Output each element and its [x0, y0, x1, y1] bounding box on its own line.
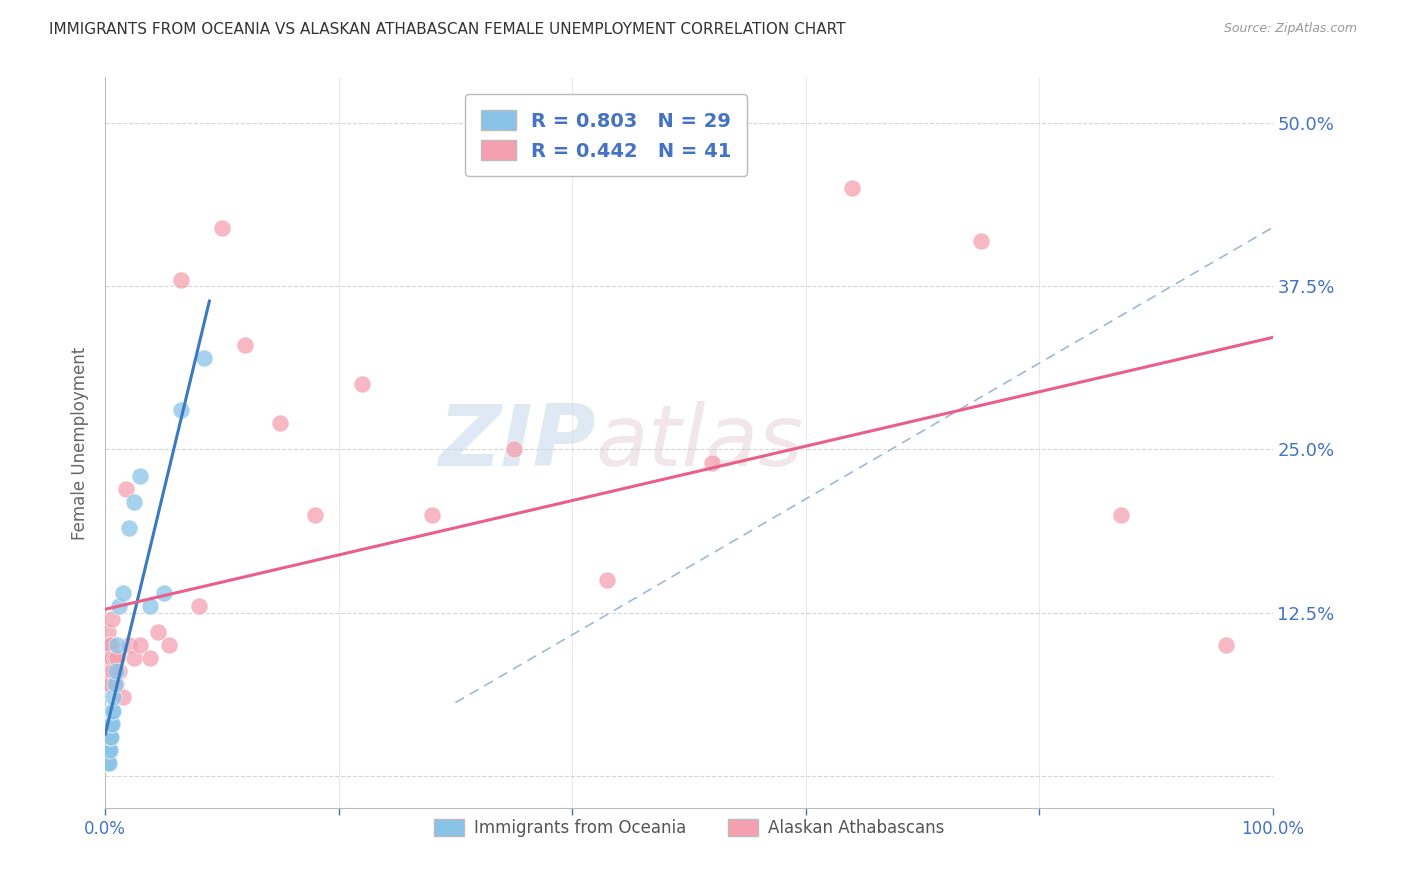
Point: [138, 599, 160, 613]
Point: [101, 704, 124, 718]
Point: [187, 599, 209, 613]
Point: [111, 690, 134, 705]
Text: atlas: atlas: [596, 401, 803, 484]
Point: [138, 651, 160, 665]
Point: [970, 234, 993, 248]
Legend: Immigrants from Oceania, Alaskan Athabascans: Immigrants from Oceania, Alaskan Athabas…: [427, 813, 950, 844]
Point: [103, 677, 125, 691]
Point: [96, 638, 118, 652]
Point: [101, 716, 124, 731]
Point: [129, 468, 152, 483]
Point: [96, 665, 118, 679]
Point: [97, 665, 120, 679]
Point: [101, 612, 124, 626]
Point: [157, 638, 180, 652]
Point: [98, 677, 121, 691]
Point: [1109, 508, 1132, 522]
Point: [193, 351, 215, 365]
Point: [98, 730, 121, 744]
Point: [152, 586, 174, 600]
Point: [350, 377, 373, 392]
Point: [100, 665, 122, 679]
Point: [502, 442, 524, 457]
Point: [103, 704, 125, 718]
Point: [98, 651, 121, 665]
Point: [98, 716, 121, 731]
Point: [97, 638, 120, 652]
Point: [269, 417, 291, 431]
Point: [702, 456, 724, 470]
Point: [111, 586, 134, 600]
Point: [97, 742, 120, 756]
Point: [96, 756, 118, 770]
Y-axis label: Female Unemployment: Female Unemployment: [72, 346, 89, 540]
Point: [100, 638, 122, 652]
Point: [124, 651, 146, 665]
Point: [108, 599, 131, 613]
Point: [841, 181, 863, 195]
Point: [117, 638, 139, 652]
Text: IMMIGRANTS FROM OCEANIA VS ALASKAN ATHABASCAN FEMALE UNEMPLOYMENT CORRELATION CH: IMMIGRANTS FROM OCEANIA VS ALASKAN ATHAB…: [49, 22, 846, 37]
Point: [104, 677, 127, 691]
Point: [129, 638, 152, 652]
Point: [96, 742, 118, 756]
Point: [96, 742, 118, 756]
Point: [105, 651, 128, 665]
Point: [96, 756, 118, 770]
Point: [103, 651, 125, 665]
Point: [100, 730, 122, 744]
Point: [101, 651, 124, 665]
Point: [146, 625, 169, 640]
Point: [96, 677, 118, 691]
Point: [124, 494, 146, 508]
Point: [100, 716, 122, 731]
Point: [103, 665, 125, 679]
Point: [96, 625, 118, 640]
Point: [98, 742, 121, 756]
Point: [96, 730, 118, 744]
Point: [420, 508, 443, 522]
Point: [304, 508, 326, 522]
Point: [115, 482, 138, 496]
Point: [233, 338, 256, 352]
Point: [103, 690, 125, 705]
Point: [108, 665, 131, 679]
Point: [211, 220, 233, 235]
Text: ZIP: ZIP: [437, 401, 596, 484]
Point: [1215, 638, 1237, 652]
Point: [170, 403, 193, 417]
Point: [596, 573, 619, 587]
Point: [104, 665, 127, 679]
Point: [105, 638, 128, 652]
Point: [170, 273, 193, 287]
Point: [97, 730, 120, 744]
Point: [96, 651, 118, 665]
Point: [97, 756, 120, 770]
Text: Source: ZipAtlas.com: Source: ZipAtlas.com: [1223, 22, 1357, 36]
Point: [117, 521, 139, 535]
